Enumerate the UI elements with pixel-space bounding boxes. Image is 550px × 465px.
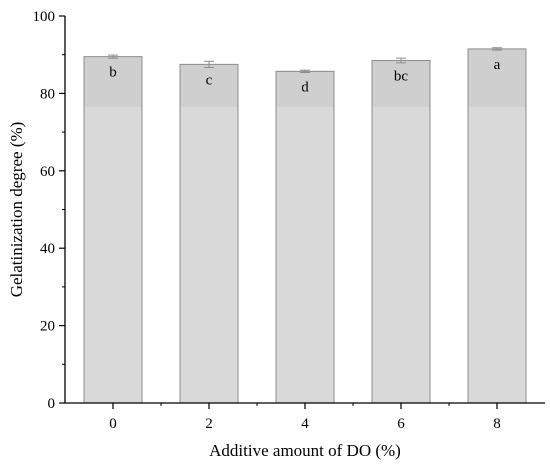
bar-fill-lower: [84, 106, 142, 403]
bar-fill-lower: [276, 106, 334, 403]
y-tick-label-0: 0: [48, 396, 56, 412]
bar-fill-upper: [372, 60, 430, 107]
bar-fill-lower: [468, 106, 526, 403]
y-tick-label-80: 80: [40, 86, 55, 102]
x-tick-label-2: 2: [205, 416, 213, 432]
y-tick-label-100: 100: [33, 9, 56, 25]
x-tick-label-4: 4: [301, 416, 309, 432]
significance-label-6: bc: [394, 69, 409, 85]
x-tick-label-0: 0: [109, 416, 117, 432]
x-axis-label: Additive amount of DO (%): [209, 441, 401, 460]
y-axis-label: Gelatinization degree (%): [7, 122, 26, 298]
significance-label-2: c: [206, 72, 213, 88]
x-tick-label-6: 6: [397, 416, 405, 432]
bar-fill-lower: [180, 106, 238, 403]
bar-fill-upper: [84, 56, 142, 107]
y-tick-label-40: 40: [40, 241, 55, 257]
x-ticks-group: 0 2 4 6 8: [109, 403, 501, 432]
y-ticks-group: 0 20 40 60 80 100: [33, 9, 65, 412]
significance-label-8: a: [494, 57, 501, 73]
bar-fill-upper: [468, 48, 526, 107]
y-tick-label-20: 20: [40, 319, 55, 335]
bar-fill-upper: [276, 71, 334, 107]
bar-fill-upper: [180, 64, 238, 107]
x-tick-label-8: 8: [493, 416, 501, 432]
y-tick-label-60: 60: [40, 164, 55, 180]
significance-label-4: d: [301, 79, 309, 95]
significance-label-0: b: [109, 65, 117, 81]
bar-fill-lower: [372, 106, 430, 403]
